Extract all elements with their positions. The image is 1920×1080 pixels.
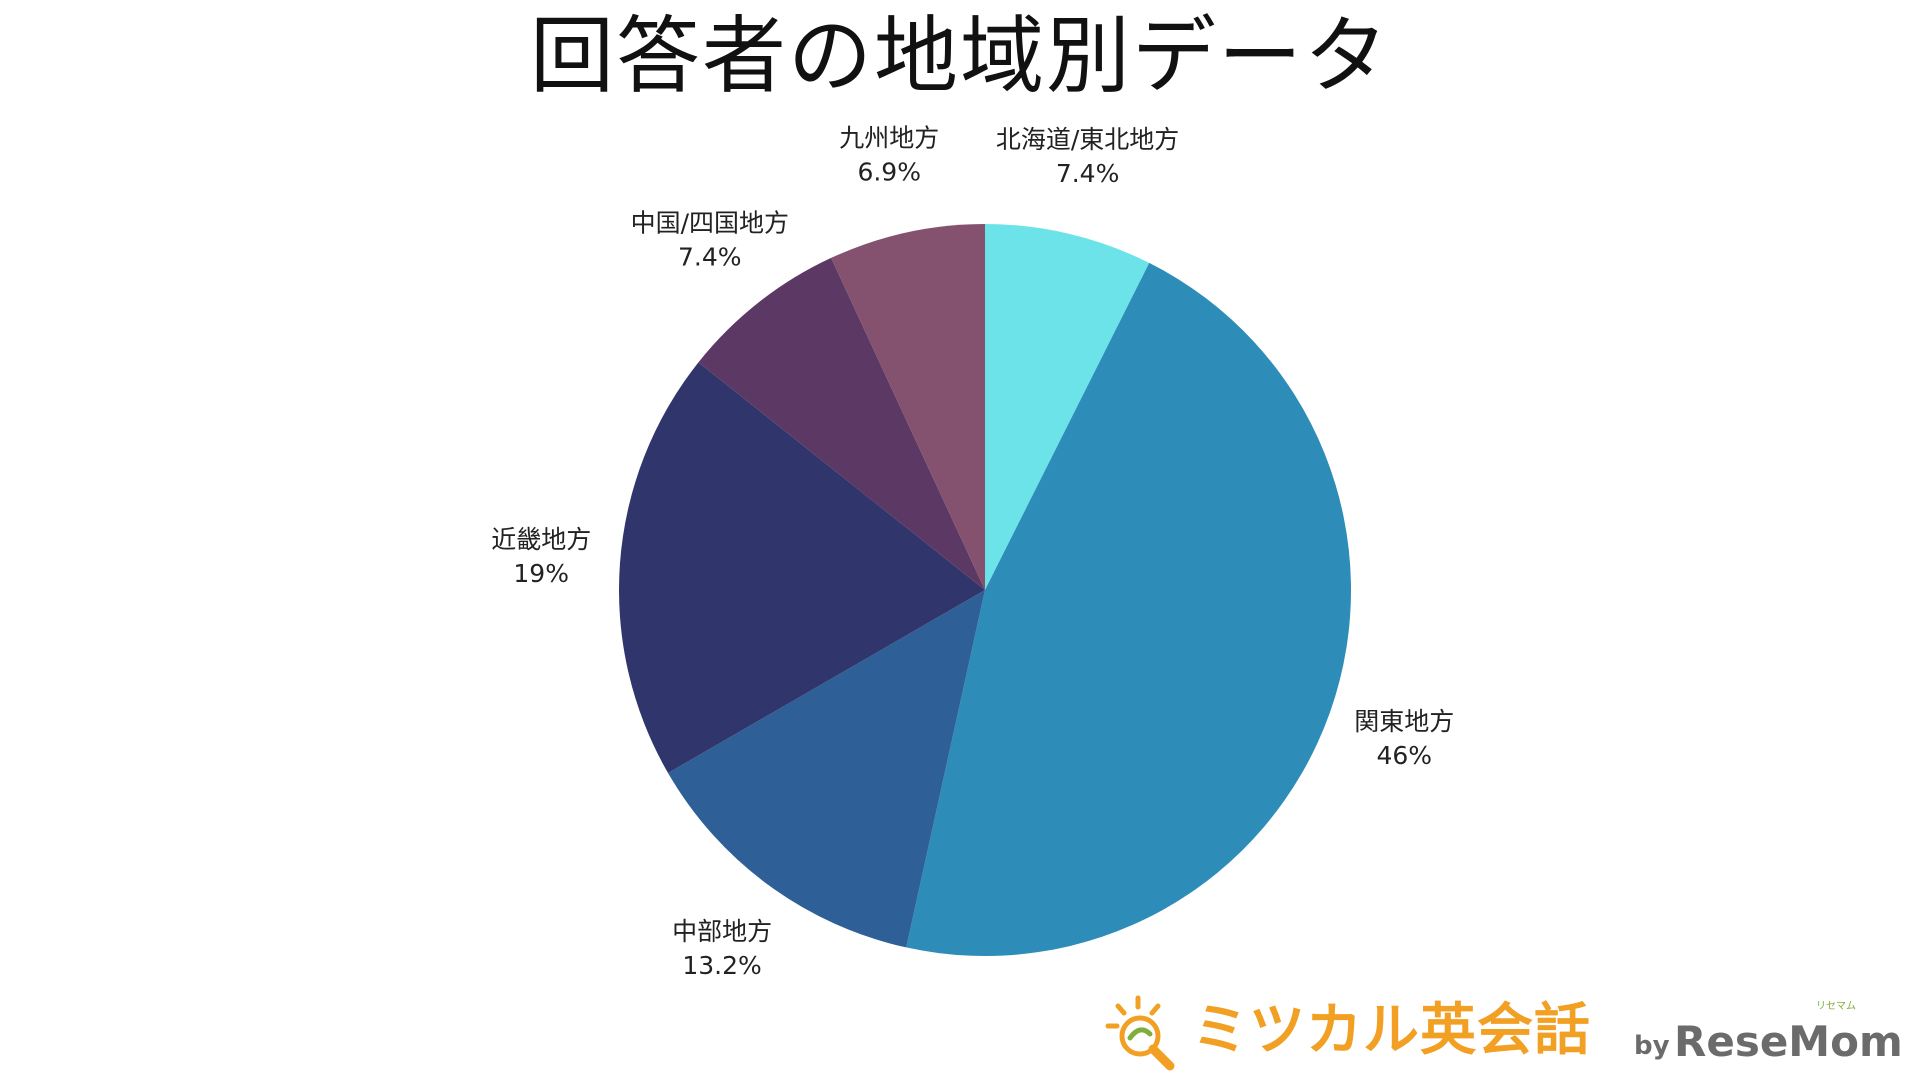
slice-value-label: 13.2%	[682, 951, 761, 980]
brand-by: by	[1634, 1031, 1670, 1061]
slice-value-label: 7.4%	[678, 242, 742, 271]
brand-resemom: ReseMom	[1674, 1017, 1903, 1066]
brand-logo: ミツカル英会話 by ReseMom リセマム	[1104, 990, 1904, 1076]
slice-category-label: 関東地方	[1354, 707, 1454, 736]
pie-slices	[618, 224, 1352, 957]
slice-value-label: 6.9%	[857, 157, 921, 186]
slice-value-label: 7.4%	[1056, 159, 1120, 188]
slice-value-label: 19%	[513, 559, 569, 588]
slice-label: 中部地方 13.2%	[672, 917, 772, 980]
pie-slice	[831, 224, 985, 590]
slice-category-label: 九州地方	[839, 123, 939, 152]
slice-label: 北海道/東北地方 7.4%	[996, 125, 1179, 188]
pie-slice	[906, 262, 1352, 957]
magnifier-icon	[1105, 995, 1175, 1071]
slice-label: 近畿地方 19%	[491, 525, 591, 588]
pie-slice	[698, 257, 985, 590]
chart-title: 回答者の地域別データ	[529, 7, 1390, 105]
slice-label: 中国/四国地方 7.4%	[631, 208, 789, 271]
brand-ruby: リセマム	[1816, 1001, 1856, 1012]
pie-labels: 北海道/東北地方 7.4% 関東地方 46% 中部地方 13.2% 近畿地方 19% 中国/四国…	[491, 123, 1454, 980]
pie-slice	[618, 362, 985, 773]
brand-name: ミツカル英会話	[1192, 998, 1591, 1063]
slice-label: 九州地方 6.9%	[839, 123, 939, 186]
pie-slice	[985, 224, 1150, 590]
slice-value-label: 46%	[1377, 741, 1433, 770]
slice-category-label: 中部地方	[672, 917, 772, 946]
slice-category-label: 近畿地方	[491, 525, 591, 554]
slice-category-label: 北海道/東北地方	[996, 125, 1179, 154]
slice-category-label: 中国/四国地方	[631, 208, 789, 237]
slice-label: 関東地方 46%	[1354, 707, 1454, 770]
pie-slice	[668, 590, 985, 948]
